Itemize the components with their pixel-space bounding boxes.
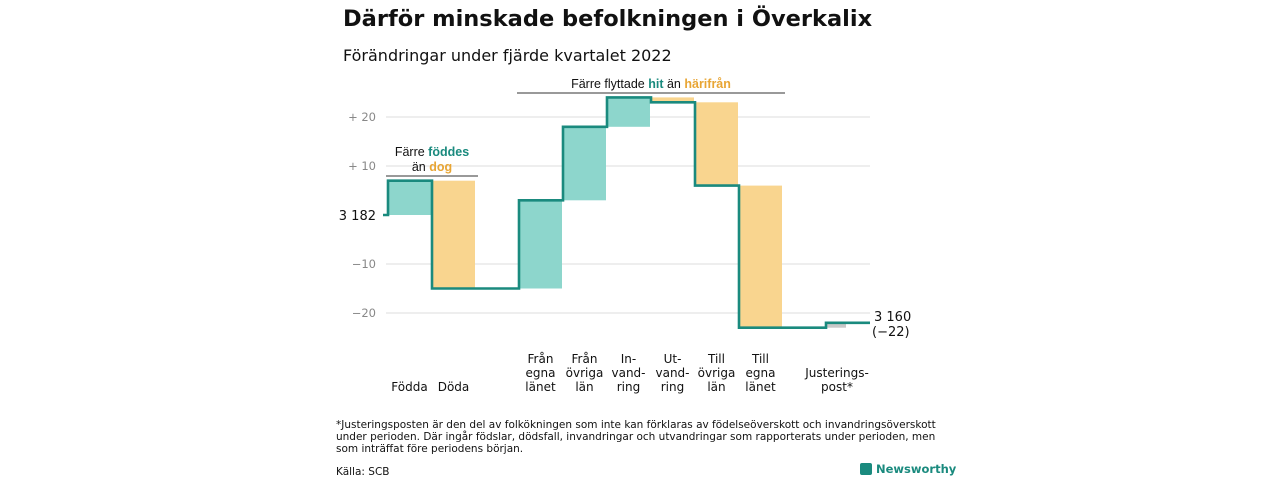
cumulative-line [383,96,870,329]
category-label: Från [528,352,554,366]
waterfall-bar [651,97,694,103]
category-label: ring [661,380,685,394]
category-label: post* [821,380,853,394]
waterfall-bar [563,126,606,201]
category-label: län [575,380,593,394]
category-label: egna [746,366,776,380]
category-label: vand- [655,366,689,380]
annotation-births-deaths-line2: än dog [412,160,452,174]
waterfall-bar [607,97,650,127]
category-label: Födda [391,380,427,394]
chart-title: Därför minskade befolkningen i Överkalix [343,6,873,32]
category-label: egna [526,366,556,380]
category-label: In- [621,352,636,366]
chart-subtitle: Förändringar under fjärde kvartalet 2022 [343,46,672,65]
waterfall-bar [826,322,846,328]
category-label: länet [745,380,776,394]
category-label: Till [751,352,769,366]
y-tick-label: + 20 [348,110,376,124]
annotation-births-deaths: Färre föddes [395,145,469,159]
category-label: övriga [698,366,736,380]
brand-name: Newsworthy [876,462,957,476]
category-label: Ut- [664,352,682,366]
y-tick-label: −20 [352,306,376,320]
waterfall-bar [695,102,738,186]
end-value-label: 3 160 [874,310,911,325]
newsworthy-icon [860,463,872,475]
waterfall-bar [519,200,562,289]
footnote: *Justeringsposten är den del av folkökni… [336,419,936,455]
category-label: Justerings- [804,366,869,380]
category-label: Döda [438,380,470,394]
waterfall-bar [432,180,475,289]
category-label: Till [707,352,725,366]
category-label: Från [572,352,598,366]
annotation-migration: Färre flyttade hit än härifrån [571,77,731,91]
category-label: vand- [611,366,645,380]
start-value-label: 3 182 [339,209,376,224]
category-label: länet [525,380,556,394]
y-tick-label: + 10 [348,159,376,173]
source-label: Källa: SCB [336,466,390,478]
waterfall-bar [388,180,431,215]
category-label: övriga [566,366,604,380]
waterfall-bar [739,185,782,328]
y-tick-label: −10 [352,257,376,271]
waterfall-chart: + 20 + 10 −10 −20 3 182 3 160(−22) Födda Döda Fr… [339,77,911,394]
brand-logo: Newsworthy [860,462,956,476]
category-label: ring [617,380,641,394]
category-label: län [707,380,725,394]
end-change-label: (−22) [872,325,910,340]
